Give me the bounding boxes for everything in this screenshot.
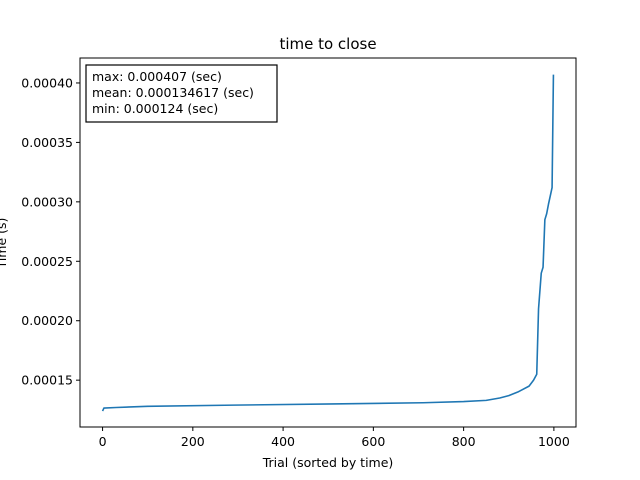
chart-title: time to close	[279, 35, 376, 53]
x-axis-label: Trial (sorted by time)	[262, 455, 394, 470]
y-tick-label: 0.00030	[21, 194, 73, 209]
x-tick-label: 200	[181, 434, 205, 449]
stats-min: min: 0.000124 (sec)	[92, 101, 218, 116]
stats-mean: mean: 0.000134617 (sec)	[92, 85, 254, 100]
stats-box: max: 0.000407 (sec) mean: 0.000134617 (s…	[85, 64, 278, 123]
x-tick-label: 1000	[538, 434, 570, 449]
y-tick-label: 0.00020	[21, 313, 73, 328]
x-tick-label: 0	[99, 434, 107, 449]
x-tick-label: 600	[361, 434, 385, 449]
y-tick-label: 0.00015	[21, 373, 73, 388]
series-line-0	[101, 74, 555, 412]
stats-box-frame	[85, 64, 278, 123]
stats-max: max: 0.000407 (sec)	[92, 69, 222, 84]
y-tick-label: 0.00025	[21, 254, 73, 269]
y-tick-label: 0.00040	[21, 75, 73, 90]
plot-area-frame	[79, 57, 577, 428]
y-tick-label: 0.00035	[21, 135, 73, 150]
y-axis-label: Time (s)	[0, 218, 9, 270]
x-tick-label: 800	[452, 434, 476, 449]
x-tick-label: 400	[271, 434, 295, 449]
